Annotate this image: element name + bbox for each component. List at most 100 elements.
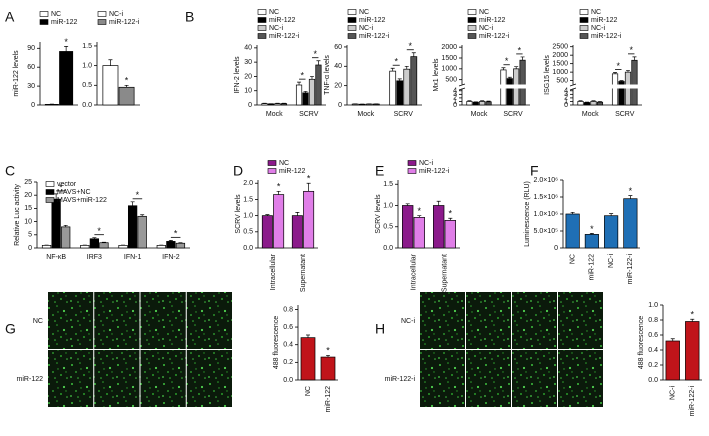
x-tick-label: NC-i [608,254,615,268]
legend-label: miR-122 [51,19,78,26]
bar [175,242,186,249]
panel-letter: H [375,321,385,337]
legend-label: miR-122 [359,17,386,24]
panel-letter: F [530,163,539,179]
y-tick-label: 5.0×10⁵ [533,228,558,235]
legend-swatch [97,19,107,25]
x-tick-label: Supernatant [441,254,448,292]
legend-label: NC [359,9,369,16]
y-tick-label: 2000 [552,52,568,59]
y-tick-label: 30 [244,59,252,66]
bar [295,84,303,106]
legend-swatch [267,168,277,174]
bar [137,215,147,249]
x-tick-label: NF-κB [46,254,66,261]
x-tick-label: Mock [266,111,283,118]
error-bar [326,354,330,358]
bar [433,205,445,249]
error-bar [124,84,129,88]
bar [59,51,74,106]
bar [274,103,281,106]
panel-letter: D [233,163,243,179]
error-bar [570,211,575,214]
y-tick-label: 60 [334,44,342,51]
micrograph [466,292,511,349]
bar [118,86,135,106]
bar [80,245,90,249]
error-bar [130,201,135,206]
legend-swatch [407,160,417,166]
legend-label: NC-i [479,25,493,32]
bar [308,78,316,106]
y-tick-label: 0.5 [82,82,92,89]
row-label: miR-122 [17,376,44,383]
error-bar [609,213,614,216]
error-bar [589,233,594,235]
y-tick-label: 2000 [441,44,457,51]
legend-label: NC-i [269,25,283,32]
y-tick-label: 1.0×10⁶ [534,211,559,218]
x-tick-label: Mock [471,111,488,118]
micrograph [186,292,232,349]
legend-label: NC [269,9,279,16]
panel-letter: A [5,9,15,25]
micrograph [558,350,603,407]
y-tick-label: 40 [244,45,252,52]
y-tick-label: 2.0×10⁶ [534,177,559,184]
significance-marker: * [301,71,305,81]
error-bar [520,56,525,61]
legend-label: MAVS+NC [57,189,91,196]
y-axis-title: Relative Luc activity [14,184,21,246]
legend-label: miR-122-i [419,168,450,175]
y-tick-label: 20 [334,82,342,89]
bar [519,59,526,106]
y-tick-label: 0.0 [283,377,293,384]
legend-swatch [267,160,277,166]
bar [604,215,619,249]
y-tick-label: 3 [453,91,457,98]
bar [472,101,479,106]
error-bar [306,182,311,192]
bar [261,103,268,106]
x-tick-label: NC [305,386,312,396]
micrograph [558,292,603,349]
y-tick-label: 30 [27,83,35,90]
y-tick-label: 0.8 [283,306,293,313]
legend-swatch [467,17,477,23]
y-tick-label: 25 [24,179,32,186]
legend-label: miR-122-i [109,19,140,26]
panel-letter: E [375,163,384,179]
error-bar [101,241,106,243]
y-tick-label: 0.6 [283,324,293,331]
x-tick-label: IRF3 [87,254,102,261]
y-tick-label: 1500 [552,60,568,67]
bar [584,234,599,249]
error-bar [303,91,308,93]
error-bar [448,217,453,221]
bar [590,101,597,106]
bar [41,245,52,249]
bar [466,101,473,106]
legend-swatch [347,25,357,31]
bar [624,71,632,106]
bar [61,226,71,249]
micrograph [512,350,557,407]
row-label: miR-122-i [385,376,416,383]
error-bar [486,100,491,102]
error-bar [63,224,68,227]
error-bar [108,59,113,66]
x-tick-label: miR-122-i [689,386,696,417]
error-bar [309,76,314,80]
x-tick-label: SCRV [615,111,635,118]
legend-label: NC [51,11,61,18]
micrograph [186,350,232,407]
y-tick-label: 3 [564,91,568,98]
error-bar [514,66,519,69]
x-tick-label: SCRV [394,111,414,118]
legend-label: NC-i [359,25,373,32]
y-tick-label: 2 [564,95,568,102]
significance-marker: * [125,76,129,86]
significance-marker: * [617,61,621,71]
error-bar [501,67,506,70]
y-axis-title: ISG15 levels [544,55,551,95]
